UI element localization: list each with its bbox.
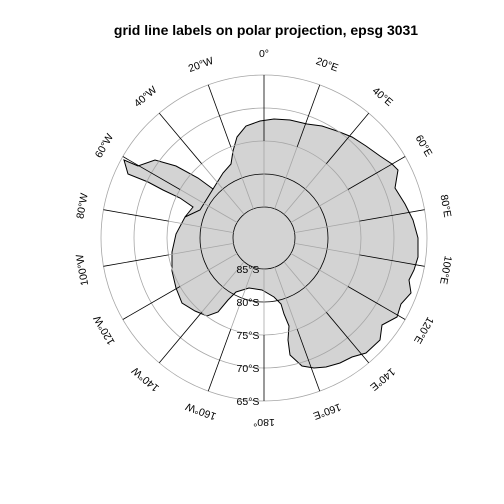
meridian-outer [347, 156, 406, 190]
meridian-outer [296, 329, 321, 392]
meridian-outer [103, 254, 169, 267]
meridian-inner [201, 163, 245, 215]
longitude-label: 100°E [437, 255, 454, 285]
latitude-label: 85°S [237, 264, 260, 276]
meridian-inner [290, 189, 349, 223]
meridian-outer [359, 209, 425, 222]
meridian-inner [230, 146, 254, 210]
longitude-label: 20°W [187, 55, 215, 75]
longitude-label: 80°W [74, 192, 90, 220]
longitude-label: 120°W [91, 313, 117, 346]
meridian-inner [230, 266, 254, 330]
latitude-label: 65°S [237, 396, 260, 408]
meridian-outer [359, 254, 425, 267]
latitude-label: 75°S [237, 330, 260, 342]
graticule [100, 74, 428, 402]
longitude-label: 0° [259, 48, 269, 60]
longitude-label: 180° [253, 416, 275, 428]
meridian-inner [168, 220, 234, 234]
longitude-label: 80°E [438, 194, 454, 219]
longitude-label: 100°W [74, 253, 91, 286]
meridian-inner [283, 163, 327, 215]
meridian-inner [274, 146, 298, 210]
longitude-label: 140°W [130, 364, 162, 394]
longitude-label: 160°E [311, 401, 342, 422]
meridian-outer [296, 84, 321, 147]
longitude-label: 140°E [368, 365, 398, 393]
longitude-label: 60°W [93, 132, 116, 160]
meridian-outer [207, 329, 232, 392]
latitude-label: 70°S [237, 363, 260, 375]
meridian-outer [158, 112, 202, 164]
latitude-label: 80°S [237, 297, 260, 309]
map-title: grid line labels on polar projection, ep… [114, 22, 418, 38]
meridian-inner [294, 220, 360, 234]
meridian-inner [179, 253, 238, 287]
meridian-outer [158, 312, 202, 364]
meridian-inner [290, 253, 349, 287]
meridian-outer [326, 312, 370, 364]
meridian-outer [207, 84, 232, 147]
longitude-label: 40°E [370, 85, 395, 109]
longitude-label: 60°E [413, 133, 435, 159]
latitude-labels: 85°S 80°S 75°S 70°S 65°S [237, 264, 260, 408]
meridian-outer [347, 286, 406, 320]
meridian-inner [179, 189, 238, 223]
longitude-label: 20°E [314, 55, 340, 74]
meridian-outer [122, 286, 181, 320]
meridian-outer [326, 112, 370, 164]
longitude-label: 120°E [411, 315, 436, 346]
meridian-inner [168, 242, 234, 256]
meridian-inner [283, 261, 327, 313]
longitude-label: 40°W [132, 84, 160, 110]
meridian-inner [201, 261, 245, 313]
meridian-inner [294, 242, 360, 256]
meridian-outer [122, 156, 181, 190]
longitude-label: 160°W [184, 400, 218, 422]
meridian-inner [274, 266, 298, 330]
meridian-outer [103, 209, 169, 222]
